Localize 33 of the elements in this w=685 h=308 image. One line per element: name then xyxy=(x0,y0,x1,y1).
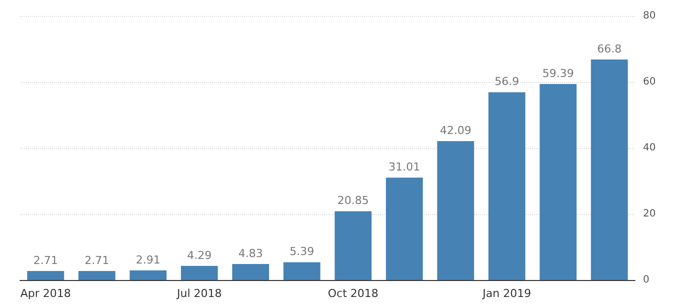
bar xyxy=(180,266,218,280)
bar xyxy=(334,211,372,280)
data-label: 4.83 xyxy=(238,247,263,260)
y-tick-label: 80 xyxy=(643,10,656,22)
data-label: 42.09 xyxy=(440,124,472,138)
y-tick-label: 40 xyxy=(643,142,656,154)
data-label: 20.85 xyxy=(337,194,369,208)
data-label: 5.39 xyxy=(290,245,314,258)
data-label: 66.8 xyxy=(597,42,622,56)
y-tick-label: 20 xyxy=(643,208,656,220)
data-label: 31.01 xyxy=(388,160,420,174)
bar xyxy=(27,271,64,280)
y-tick-label: 0 xyxy=(643,274,650,286)
data-label: 2.71 xyxy=(84,254,110,268)
data-label: 2.91 xyxy=(136,253,160,266)
bar xyxy=(437,141,474,280)
y-tick-label: 60 xyxy=(643,76,656,88)
bar xyxy=(232,264,270,280)
data-label: 2.71 xyxy=(33,254,58,268)
data-label: 4.29 xyxy=(187,248,212,262)
x-tick-label: Oct 2018 xyxy=(328,287,378,300)
data-label: 59.39 xyxy=(542,67,574,80)
data-label: 56.9 xyxy=(494,75,520,88)
bar xyxy=(78,271,116,280)
bar xyxy=(130,270,167,280)
x-tick-label: Jan 2019 xyxy=(482,287,532,300)
x-tick-label: Apr 2018 xyxy=(20,287,71,300)
bar xyxy=(540,84,577,280)
x-tick-label: Jul 2018 xyxy=(176,287,222,300)
bar xyxy=(488,92,526,280)
bar xyxy=(590,60,628,280)
bar xyxy=(283,262,320,280)
bar xyxy=(386,178,423,280)
